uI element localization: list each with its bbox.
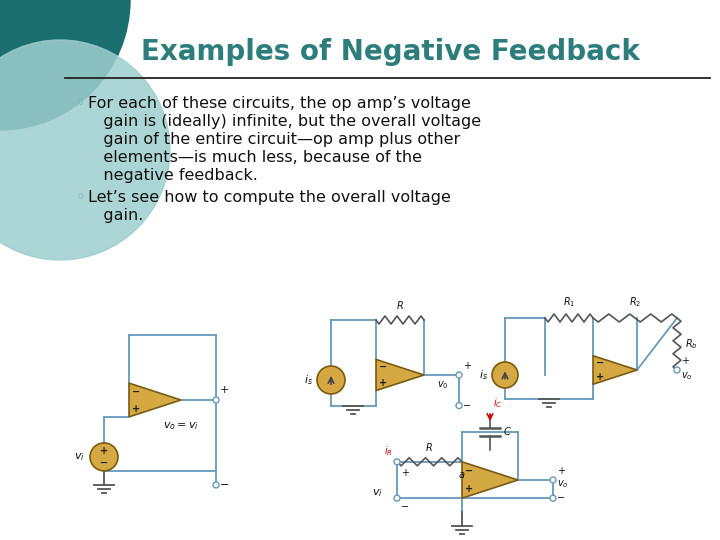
Text: ◦: ◦ — [76, 96, 85, 111]
Text: gain is (ideally) infinite, but the overall voltage: gain is (ideally) infinite, but the over… — [88, 114, 481, 129]
Text: +: + — [557, 466, 565, 476]
Text: C: C — [504, 427, 510, 437]
Text: −: − — [401, 502, 409, 512]
Circle shape — [90, 443, 118, 471]
Text: Let’s see how to compute the overall voltage: Let’s see how to compute the overall vol… — [88, 190, 451, 205]
Circle shape — [550, 477, 556, 483]
Text: gain.: gain. — [88, 208, 143, 223]
Text: For each of these circuits, the op amp’s voltage: For each of these circuits, the op amp’s… — [88, 96, 471, 111]
Text: −: − — [100, 458, 108, 468]
Text: +: + — [100, 446, 108, 456]
Text: +: + — [132, 403, 140, 414]
Text: $v_o$: $v_o$ — [557, 478, 569, 490]
Text: −: − — [465, 466, 473, 476]
Text: −: − — [596, 357, 604, 368]
Text: $i_s$: $i_s$ — [304, 373, 313, 387]
Text: $v_o = v_i$: $v_o = v_i$ — [163, 420, 199, 432]
Text: ◦: ◦ — [76, 190, 85, 205]
Text: R: R — [426, 443, 433, 453]
Polygon shape — [376, 360, 424, 390]
Text: +: + — [463, 361, 471, 371]
Text: −: − — [463, 401, 471, 410]
Text: $i_s$: $i_s$ — [479, 368, 488, 382]
Text: +: + — [681, 356, 689, 366]
Text: +: + — [220, 385, 230, 395]
Text: $v_o$: $v_o$ — [681, 370, 693, 382]
Text: $i_R$: $i_R$ — [384, 444, 393, 458]
Text: $R_2$: $R_2$ — [629, 295, 642, 309]
Circle shape — [394, 495, 400, 501]
Text: gain of the entire circuit—op amp plus other: gain of the entire circuit—op amp plus o… — [88, 132, 460, 147]
Circle shape — [456, 372, 462, 378]
Circle shape — [0, 0, 130, 130]
Circle shape — [213, 482, 219, 488]
Text: negative feedback.: negative feedback. — [88, 168, 258, 183]
Text: −: − — [379, 362, 387, 372]
Circle shape — [492, 362, 518, 388]
Text: −: − — [557, 493, 565, 503]
Text: $v_i$: $v_i$ — [74, 451, 85, 463]
Circle shape — [674, 367, 680, 373]
Text: +: + — [596, 372, 604, 382]
Text: −: − — [132, 387, 140, 396]
Text: Examples of Negative Feedback: Examples of Negative Feedback — [140, 38, 639, 66]
Text: $i_C$: $i_C$ — [493, 396, 503, 410]
Polygon shape — [462, 462, 518, 498]
Text: $v_i$: $v_i$ — [372, 487, 383, 499]
Text: a: a — [459, 470, 465, 480]
Text: elements—is much less, because of the: elements—is much less, because of the — [88, 150, 422, 165]
Circle shape — [456, 403, 462, 409]
Text: +: + — [465, 484, 473, 494]
Circle shape — [0, 40, 170, 260]
Text: $R_b$: $R_b$ — [685, 337, 698, 351]
Text: $R_1$: $R_1$ — [563, 295, 575, 309]
Text: R: R — [397, 301, 403, 311]
Text: +: + — [379, 378, 387, 388]
Circle shape — [213, 397, 219, 403]
Text: −: − — [220, 480, 230, 490]
Text: +: + — [401, 468, 409, 478]
Circle shape — [394, 459, 400, 465]
Polygon shape — [129, 383, 181, 417]
Polygon shape — [593, 356, 637, 384]
Circle shape — [550, 495, 556, 501]
Circle shape — [317, 366, 345, 394]
Text: $v_0$: $v_0$ — [437, 379, 449, 391]
